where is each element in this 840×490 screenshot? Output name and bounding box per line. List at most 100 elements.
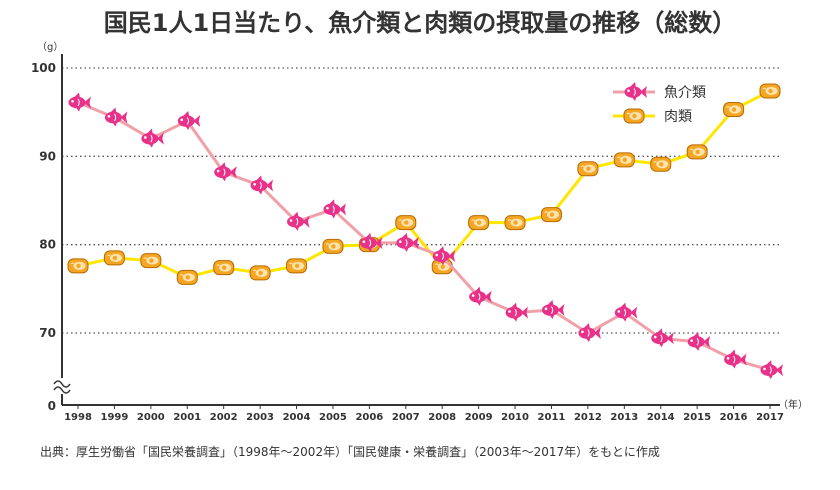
y-tick-label: 80 xyxy=(39,238,56,252)
meat-marbling xyxy=(325,243,330,245)
fish-eye xyxy=(763,367,766,371)
fish-body xyxy=(287,215,305,228)
fish-fin xyxy=(146,128,153,135)
meat-bone xyxy=(221,265,227,270)
y-tick-label: 70 xyxy=(39,326,56,340)
x-tick-label: 2008 xyxy=(428,412,456,423)
axis-break-mark xyxy=(53,380,71,388)
fish-eye xyxy=(544,307,548,311)
meat-marbling xyxy=(252,269,257,272)
fish-fin xyxy=(367,246,373,252)
source-note: 出典：厚生労働省「国民栄養調査」（1998年〜2002年）「国民健康・栄養調査」… xyxy=(40,444,660,459)
fish-body xyxy=(432,250,450,262)
fish-body xyxy=(359,237,377,249)
meat-icon xyxy=(504,215,526,231)
meat-bone xyxy=(768,88,773,94)
x-tick-label: 2015 xyxy=(683,412,711,423)
fish-tail xyxy=(739,353,747,366)
fish-eye xyxy=(690,339,693,342)
meat-bone xyxy=(695,149,700,155)
fish-icon xyxy=(760,360,783,380)
fish-fin xyxy=(403,246,409,252)
series-group xyxy=(67,83,783,380)
fish-eye xyxy=(71,99,74,103)
meat-bone xyxy=(476,220,482,225)
fish-gill xyxy=(478,292,481,301)
fish-gill xyxy=(696,338,699,346)
fish-eye xyxy=(726,357,730,360)
fish-gill xyxy=(259,181,262,190)
fish-fin xyxy=(695,345,701,351)
meat-marbling xyxy=(289,262,293,265)
meat-marbling xyxy=(107,254,111,257)
fish-icon xyxy=(432,246,456,266)
meat-bone xyxy=(185,275,190,280)
fish-body xyxy=(624,86,642,98)
fish-body xyxy=(323,203,341,216)
fish-eye xyxy=(107,114,111,118)
meat-bone xyxy=(149,258,154,263)
fish-tail xyxy=(375,236,383,249)
fish-fin xyxy=(729,349,736,356)
fish-eye xyxy=(362,240,366,243)
fish-icon xyxy=(578,323,601,342)
axis-break-mark xyxy=(53,386,71,394)
fish-gill xyxy=(150,134,153,143)
fish-tail xyxy=(703,335,711,348)
meat-icon xyxy=(176,269,198,285)
meat-bone xyxy=(258,270,263,276)
fish-fin xyxy=(148,142,154,148)
fish-tail xyxy=(266,179,274,192)
y-tick-label: 90 xyxy=(39,149,56,163)
fish-fin xyxy=(401,232,408,239)
fish-fin xyxy=(185,125,191,130)
fish-fin xyxy=(766,360,772,367)
meat-bone xyxy=(586,166,591,171)
fish-fin xyxy=(511,302,518,309)
fish-icon xyxy=(651,328,674,348)
x-tick-label: 2003 xyxy=(246,412,274,423)
x-tick-label: 2017 xyxy=(756,412,784,423)
fish-eye xyxy=(508,310,511,313)
meat-icon xyxy=(249,265,271,281)
fish-icon xyxy=(323,199,346,219)
meat-marbling xyxy=(616,156,621,159)
fish-gill xyxy=(296,217,299,226)
fish-body xyxy=(68,96,86,109)
meat-icon xyxy=(286,258,308,274)
meat-bone xyxy=(112,255,118,261)
fish-icon xyxy=(624,82,647,101)
x-tick-label: 2011 xyxy=(538,412,566,423)
fish-gill xyxy=(223,168,226,177)
fish-body xyxy=(614,306,632,319)
fish-icon xyxy=(68,92,91,112)
meat-marbling xyxy=(179,274,184,276)
x-tick-label: 2002 xyxy=(210,412,238,423)
fish-fin xyxy=(258,189,264,195)
fish-fin xyxy=(221,176,227,182)
fish-gill xyxy=(186,117,190,125)
fish-eye xyxy=(326,206,329,210)
chart-title: 国民1人1日当たり、魚介類と肉類の摂取量の推移（総数） xyxy=(104,9,736,37)
meat-bone xyxy=(404,220,409,225)
fish-fin xyxy=(183,111,190,117)
fish-eye xyxy=(144,136,147,139)
fish-icon xyxy=(141,128,164,148)
x-tick-label: 2016 xyxy=(720,412,748,423)
legend-item-meat: 肉類 xyxy=(613,108,692,125)
meat-bone xyxy=(76,263,81,269)
fish-fin xyxy=(549,314,555,320)
meat-marbling xyxy=(762,87,767,90)
fish-fin xyxy=(292,211,299,218)
meat-marbling xyxy=(398,219,403,221)
fish-eye xyxy=(253,182,256,186)
fish-icon xyxy=(505,302,529,322)
fish-fin xyxy=(256,175,263,182)
fish-gill xyxy=(769,366,772,374)
fish-fin xyxy=(620,302,627,309)
meat-icon xyxy=(577,161,599,177)
fish-gill xyxy=(441,252,444,260)
fish-icon xyxy=(614,302,638,322)
meat-bone xyxy=(659,162,664,167)
